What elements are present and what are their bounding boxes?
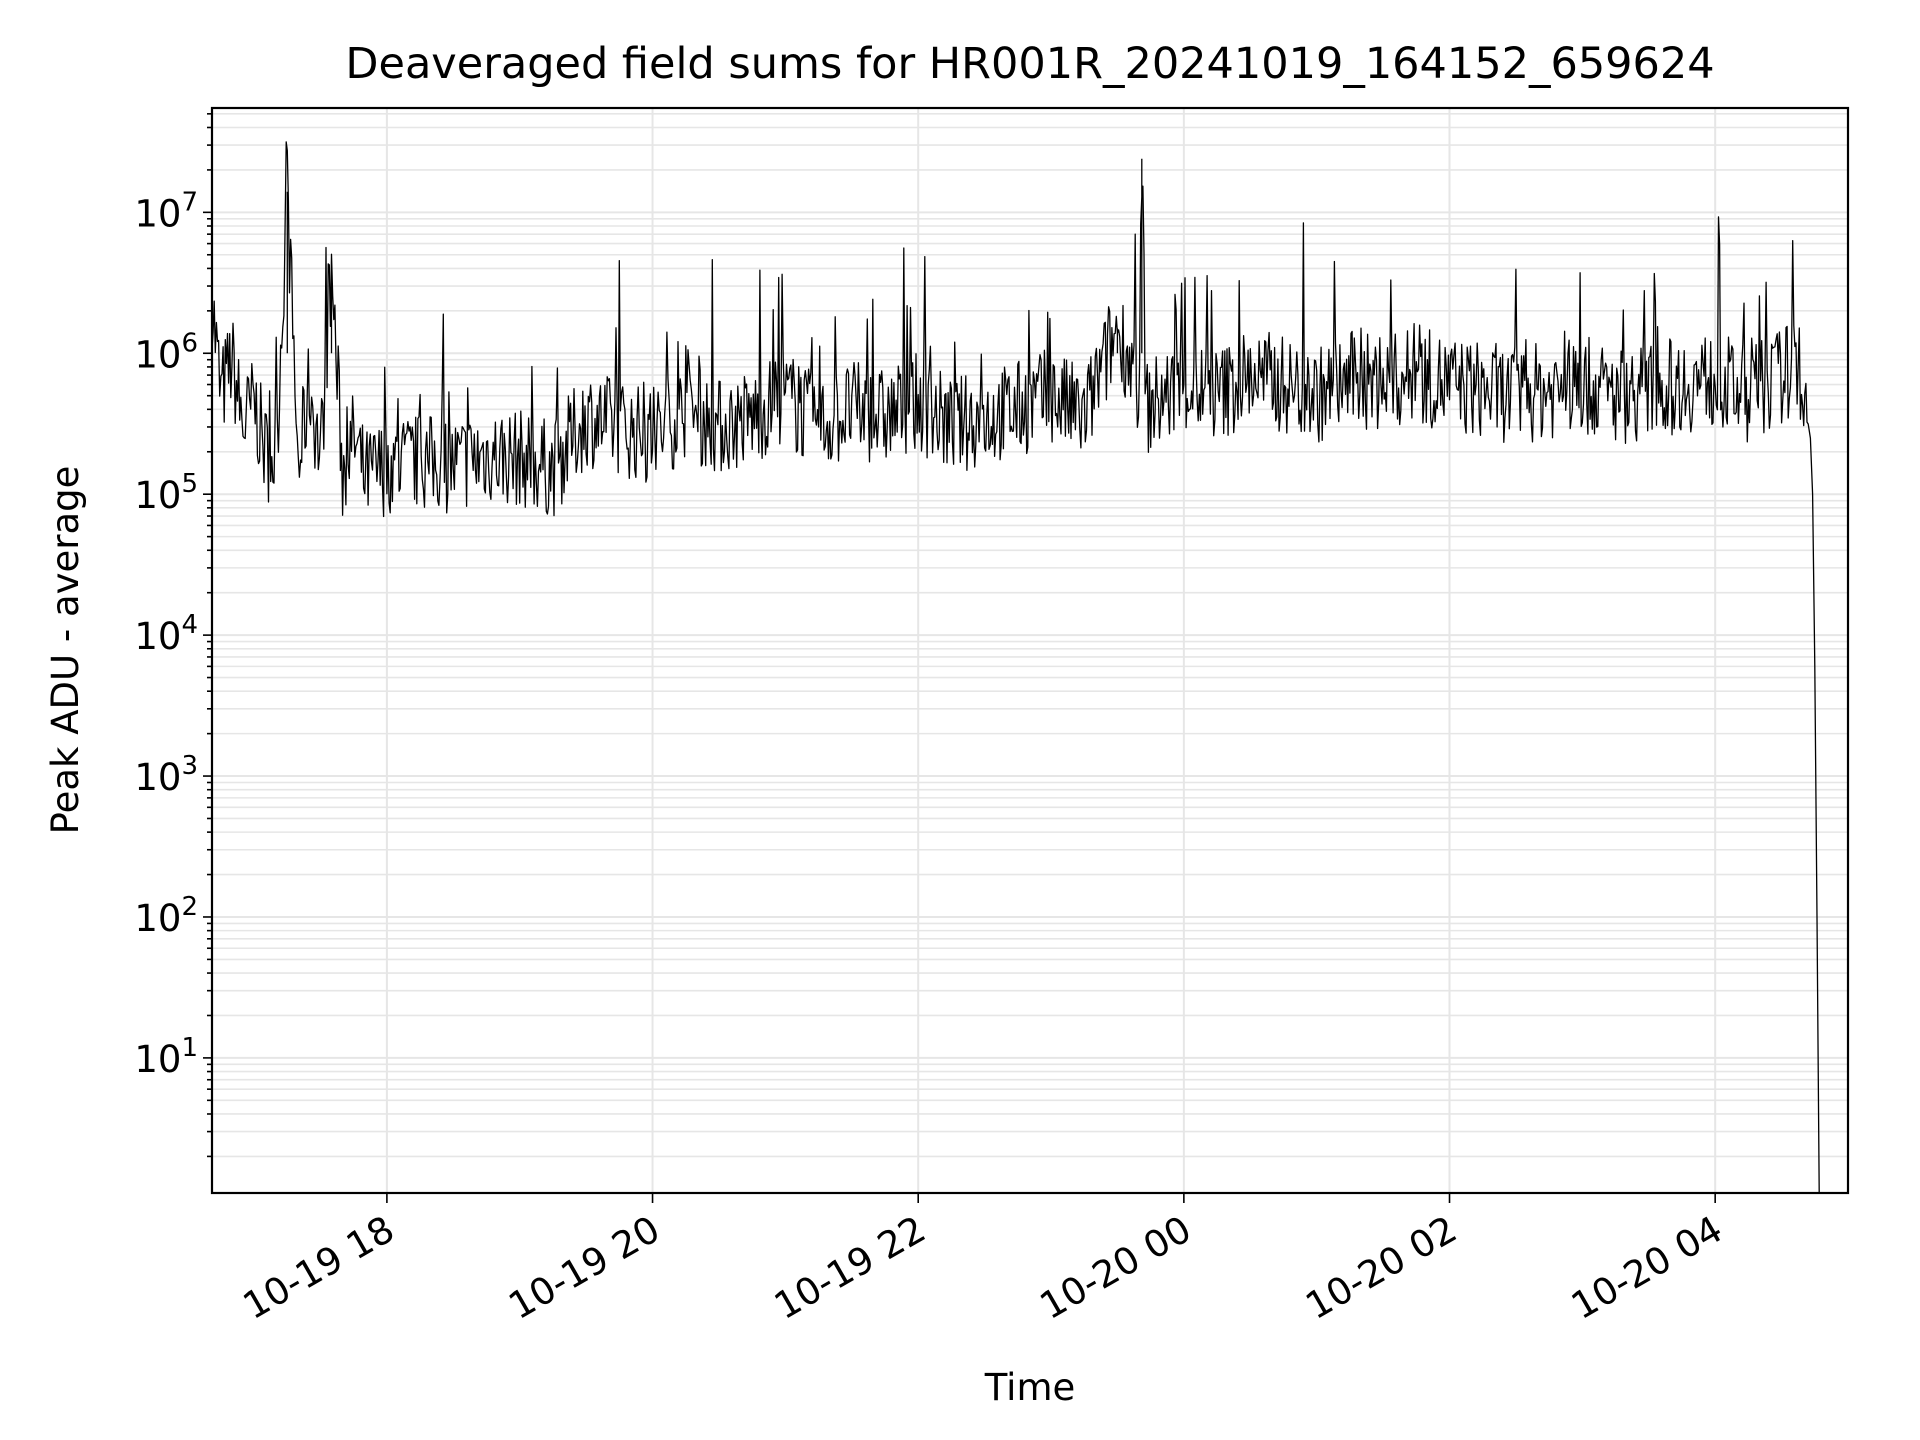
y-axis-label: Peak ADU - average	[44, 466, 87, 835]
plot-area-frame	[210, 106, 1850, 1195]
y-tick-label: 102	[134, 892, 198, 940]
x-axis-label: Time	[984, 1366, 1076, 1409]
y-tick-label: 107	[134, 187, 198, 235]
chart-title: Deaveraged field sums for HR001R_2024101…	[345, 39, 1714, 89]
y-tick-label: 103	[134, 751, 198, 799]
y-tick-label: 105	[134, 469, 198, 517]
y-tick-label: 101	[134, 1033, 198, 1081]
y-tick-label: 104	[134, 610, 198, 658]
grid-layer	[212, 108, 1848, 1193]
y-tick-label: 106	[134, 328, 198, 376]
